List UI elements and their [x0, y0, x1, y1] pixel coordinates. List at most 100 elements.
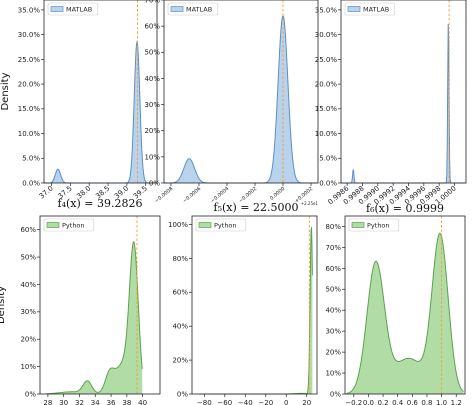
x-tick-label: 0.6: [407, 399, 419, 405]
x-tick-label: 34: [91, 399, 100, 405]
y-tick-label: 10%: [325, 369, 341, 377]
y-tick-label: 70%: [325, 244, 341, 252]
density-line: [341, 24, 466, 184]
legend-swatch: [46, 222, 60, 228]
axes-frame: [163, 0, 319, 184]
x-tick-label: −40: [238, 399, 253, 405]
legend-box: [43, 218, 95, 232]
x-tick-label: 40: [138, 399, 147, 405]
panel-p1: 0.0% 5.0% 10.0% 15.0% 20.0% 25.0% 30.0% 35.0% 37…: [0, 0, 158, 201]
x-tick-label: 36: [107, 399, 116, 405]
axes-frame: [191, 215, 318, 395]
legend-swatch: [351, 222, 365, 228]
x-tick-label: 0.4: [392, 399, 404, 405]
y-tick-label: 30.0%: [315, 31, 338, 39]
x-offset-label: +2.25e1: [301, 201, 319, 206]
legend-label: Python: [214, 222, 237, 230]
x-tick-label: 28: [43, 399, 52, 405]
legend-swatch: [50, 6, 64, 12]
density-line: [164, 14, 318, 184]
y-tick-label: 40%: [144, 75, 160, 83]
y-tick-label: 40%: [20, 281, 36, 289]
x-tick-label: 0.0000: [269, 186, 286, 202]
y-tick-label: 50%: [20, 253, 36, 261]
y-axis-label: Density: [0, 72, 11, 110]
y-tick-label: 30%: [144, 101, 160, 109]
legend-box: [167, 2, 219, 16]
axes-frame: [340, 0, 467, 184]
y-tick-label: 0%: [25, 390, 36, 398]
legend-label: Python: [62, 222, 85, 230]
density-area: [164, 15, 318, 184]
legend-box: [344, 2, 396, 16]
density-line: [46, 241, 143, 395]
axes-frame: [43, 0, 158, 184]
y-tick-label: 15.0%: [18, 105, 41, 113]
density-line: [346, 232, 464, 394]
x-tick-label: 0: [284, 399, 288, 405]
y-tick-label: 20%: [172, 356, 188, 364]
legend-label: MATLAB: [186, 6, 212, 14]
y-tick-label: 20%: [325, 349, 341, 357]
x-tick-label: 1.2: [451, 399, 462, 405]
y-tick-label: 10.0%: [315, 130, 338, 138]
y-tick-label: 0.0%: [22, 179, 40, 187]
y-tick-label: 60%: [172, 289, 188, 297]
y-tick-label: 60%: [325, 265, 341, 273]
y-axis-label: Density: [0, 286, 7, 324]
y-tick-label: 60%: [20, 226, 36, 234]
y-tick-label: 5.0%: [22, 155, 40, 163]
y-tick-label: 0.0%: [319, 179, 337, 187]
legend-box: [47, 2, 99, 16]
axes-frame: [39, 215, 161, 395]
x-tick-label: 37.0: [38, 184, 55, 200]
axes-frame: [344, 215, 466, 395]
x-tick-label: 32: [75, 399, 84, 405]
panel-title: f₆(x) = 0.9999: [366, 202, 444, 215]
x-tick-label: 0.2: [377, 399, 388, 405]
panel-p4: 0% 10% 20% 30% 40% 50% 60% 28 30 32 34 36 38 40 Python…: [0, 197, 161, 405]
x-tick-label: 0.8: [421, 399, 432, 405]
panel-p6: 0%10%20%30%40%50%60%70%80%−0.2 0.0 0.2 0.4 0…: [325, 202, 466, 405]
y-tick-label: 35.0%: [18, 6, 41, 14]
x-tick-label: 20: [302, 399, 311, 405]
y-tick-label: 0%: [149, 179, 160, 187]
x-tick-label: −60: [217, 399, 232, 405]
y-tick-label: 100%: [168, 221, 188, 229]
legend-label: MATLAB: [363, 6, 389, 14]
legend-box: [348, 218, 400, 232]
y-tick-label: 25.0%: [18, 56, 41, 64]
x-tick-label: 38: [122, 399, 131, 405]
y-tick-label: 35.0%: [315, 6, 338, 14]
y-tick-label: 60%: [144, 23, 160, 31]
panel-p5: 0% 20% 40% 60% 80% 100% −80 −60 −40 −20 0 20 Python f…: [168, 201, 318, 405]
panel-p3: 0.0%5.0%10.0%15.0%20.0%25.0%30.0%35.0%0.…: [315, 0, 467, 206]
y-tick-label: 80%: [325, 223, 341, 231]
legend-swatch: [198, 222, 212, 228]
y-tick-label: 20%: [144, 127, 160, 135]
legend-swatch: [170, 6, 184, 12]
y-tick-label: 30.0%: [18, 31, 41, 39]
density-line: [199, 227, 313, 395]
density-area: [199, 227, 313, 394]
x-tick-label: −20: [258, 399, 273, 405]
y-tick-label: 20%: [20, 336, 36, 344]
y-tick-label: 0%: [177, 390, 188, 398]
x-tick-label: 30: [59, 399, 68, 405]
y-tick-label: 10.0%: [18, 130, 41, 138]
density-area: [46, 241, 143, 394]
y-tick-label: 40%: [325, 307, 341, 315]
x-tick-label: 0.0: [363, 399, 374, 405]
density-area: [346, 233, 464, 394]
y-tick-label: 50%: [144, 49, 160, 57]
y-tick-label: 20.0%: [18, 80, 41, 88]
x-tick-label: −80: [197, 399, 212, 405]
y-tick-label: 15.0%: [315, 105, 338, 113]
y-tick-label: 10%: [144, 153, 160, 161]
panel-title: f₄(x) = 39.2826: [58, 197, 143, 210]
legend-swatch: [347, 6, 361, 12]
legend-label: Python: [367, 222, 390, 230]
y-tick-label: 20.0%: [315, 80, 338, 88]
y-tick-label: 40%: [172, 323, 188, 331]
panel-title: f₅(x) = 22.5000: [214, 201, 299, 214]
